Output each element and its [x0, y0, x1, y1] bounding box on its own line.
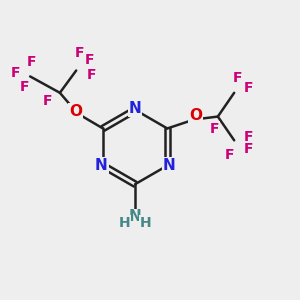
Text: N: N	[162, 158, 175, 173]
Text: F: F	[74, 46, 84, 60]
Text: F: F	[225, 148, 235, 162]
Text: F: F	[244, 81, 253, 95]
Text: H: H	[119, 216, 130, 230]
Text: F: F	[11, 66, 20, 80]
Text: N: N	[95, 158, 108, 173]
Text: F: F	[85, 53, 94, 67]
Text: F: F	[232, 71, 242, 85]
Text: F: F	[43, 94, 52, 108]
Text: F: F	[244, 142, 253, 156]
Text: N: N	[129, 209, 142, 224]
Text: F: F	[27, 55, 36, 69]
Text: F: F	[20, 80, 29, 94]
Text: N: N	[129, 101, 142, 116]
Text: O: O	[189, 109, 202, 124]
Text: F: F	[210, 122, 220, 136]
Text: O: O	[69, 104, 82, 119]
Text: F: F	[86, 68, 96, 82]
Text: H: H	[140, 216, 152, 230]
Text: F: F	[244, 130, 253, 144]
